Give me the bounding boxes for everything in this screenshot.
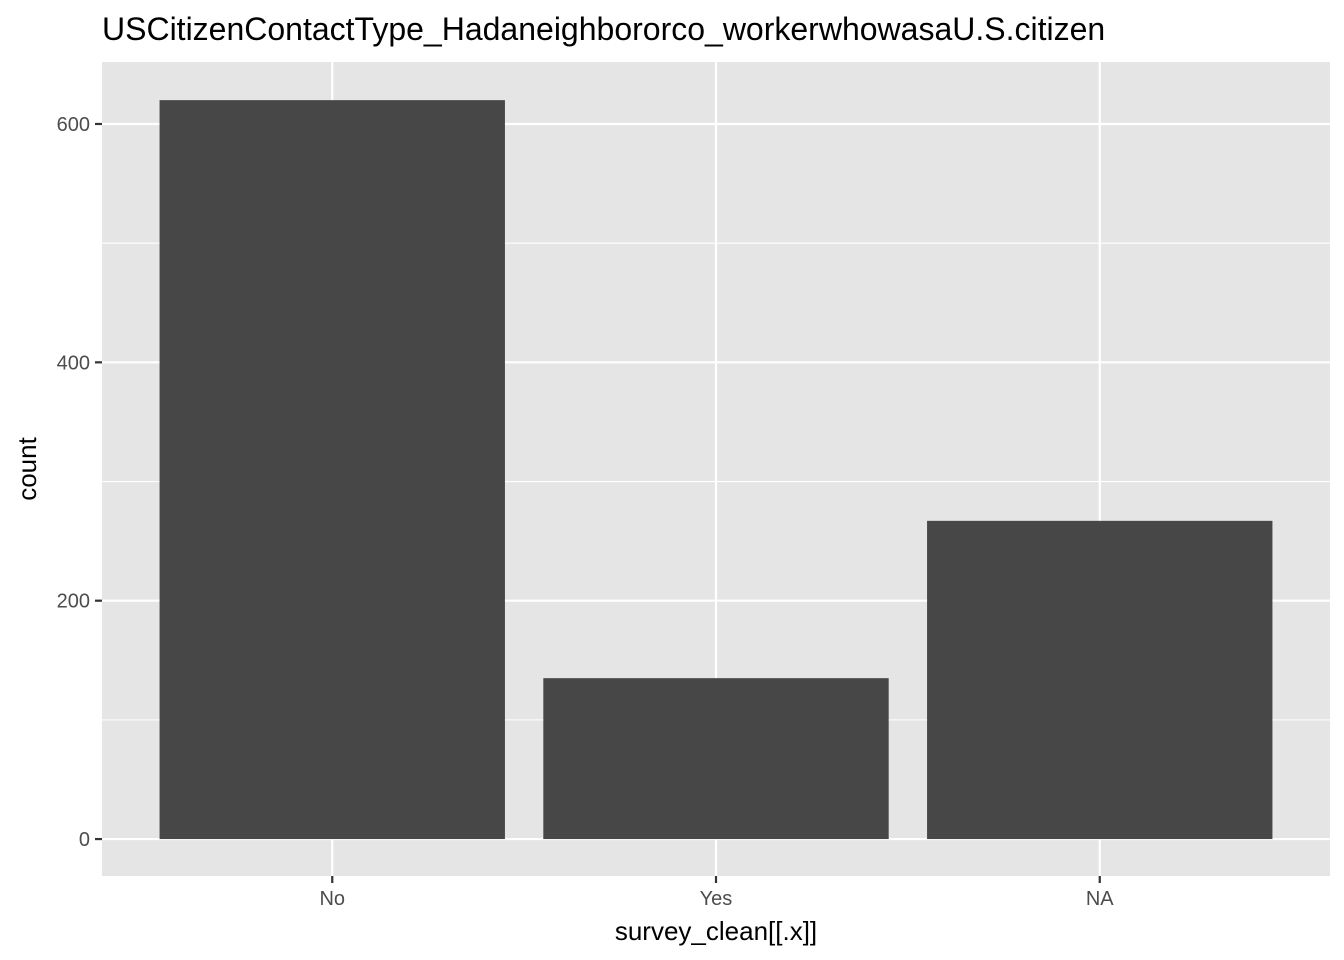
chart-title: USCitizenContactType_Hadaneighbororco_wo… [102,11,1105,47]
x-axis: No Yes NA [319,876,1114,910]
x-axis-title: survey_clean[[.x]] [615,916,817,946]
y-tick-label: 600 [57,114,90,136]
bar-no [159,100,505,840]
bar-yes [543,678,889,840]
x-tick-label: Yes [700,888,733,910]
x-tick-label: NA [1086,888,1114,910]
y-axis-title: count [12,436,42,500]
y-tick-label: 0 [79,829,90,851]
bar-na [927,520,1273,840]
bars [159,100,1273,840]
y-tick-label: 200 [57,591,90,613]
x-tick-label: No [319,888,345,910]
y-tick-label: 400 [57,352,90,374]
y-axis: 0 200 400 600 [57,114,102,851]
